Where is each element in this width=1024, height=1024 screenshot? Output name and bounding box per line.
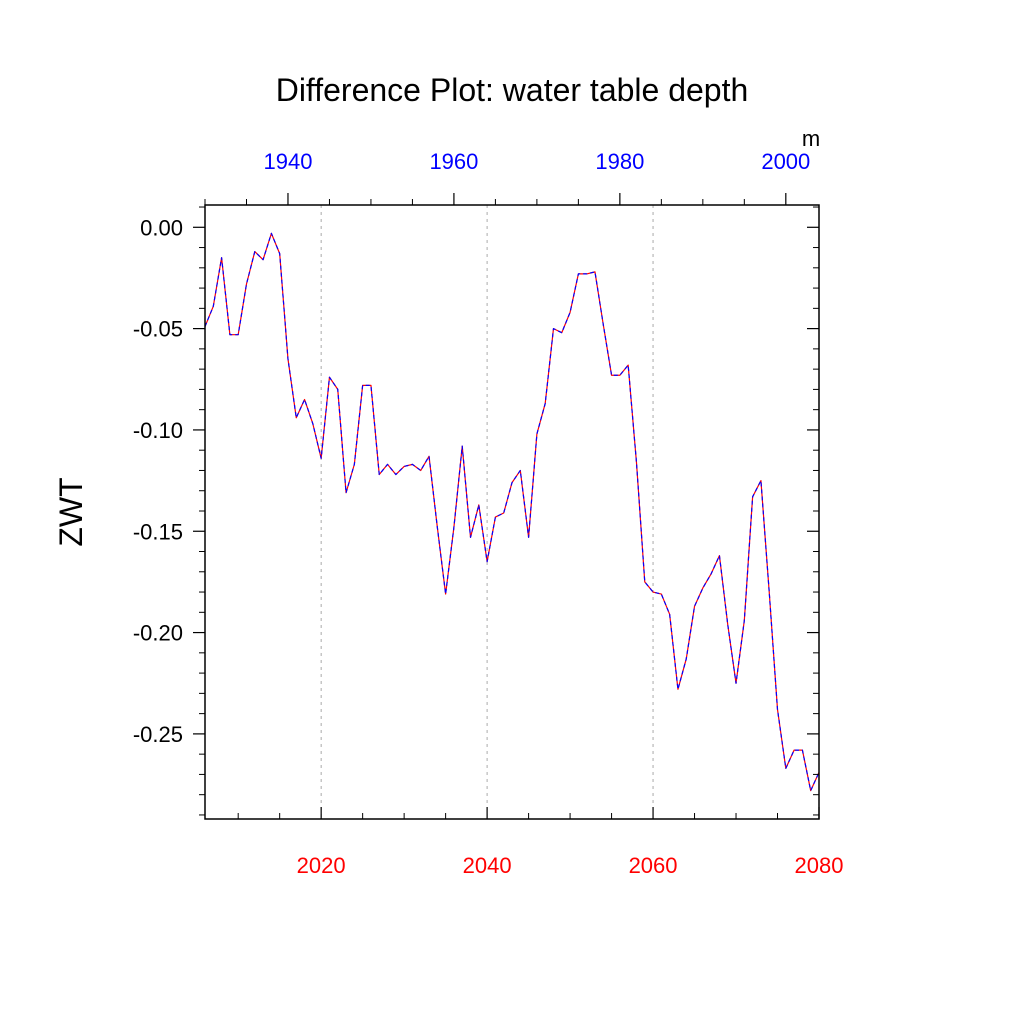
axis-tick-labels: 0.00 -0.05 -0.10 -0.15 -0.20 -0.25 2020 2040 206… — [133, 149, 844, 878]
x-top-tick-label: 1960 — [429, 149, 478, 174]
y-tick-label: -0.15 — [133, 519, 183, 544]
plot-frame — [204, 204, 820, 820]
x-bottom-tick-label: 2020 — [297, 853, 346, 878]
chart-title: Difference Plot: water table depth — [276, 72, 749, 108]
series-line-blue-dashed — [204, 232, 820, 792]
y-tick-label: -0.25 — [133, 722, 183, 747]
series-lines — [204, 232, 820, 792]
x-top-tick-label: 1980 — [595, 149, 644, 174]
y-tick-label: -0.20 — [133, 621, 183, 646]
units-label: m — [802, 126, 820, 151]
x-top-tick-label: 1940 — [263, 149, 312, 174]
y-tick-label: 0.00 — [140, 215, 183, 240]
axis-ticks — [193, 193, 820, 819]
y-axis-label: ZWT — [53, 477, 89, 546]
x-bottom-tick-label: 2060 — [629, 853, 678, 878]
y-tick-label: -0.05 — [133, 317, 183, 342]
x-bottom-tick-label: 2040 — [463, 853, 512, 878]
y-tick-label: -0.10 — [133, 418, 183, 443]
gridlines — [320, 205, 654, 819]
x-bottom-tick-label: 2080 — [795, 853, 844, 878]
x-top-tick-label: 2000 — [761, 149, 810, 174]
